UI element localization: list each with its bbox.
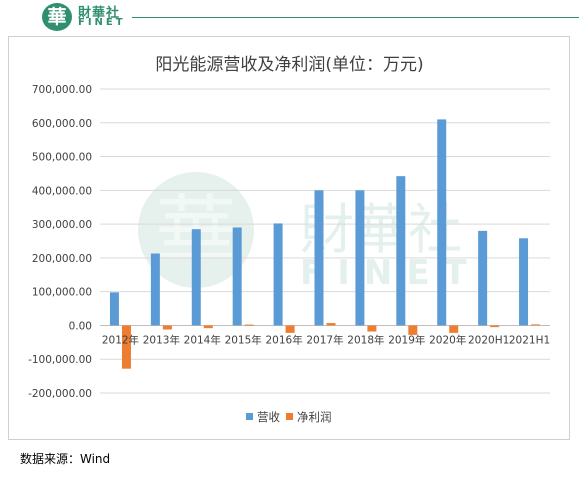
y-tick-label: -100,000.00 xyxy=(28,354,92,366)
x-tick-label: 2021H1 xyxy=(509,334,550,346)
y-tick-label: 400,000.00 xyxy=(32,185,92,197)
y-tick-label: -200,000.00 xyxy=(28,388,92,400)
bar-revenue xyxy=(191,229,201,326)
bar-net-profit xyxy=(367,325,377,332)
x-tick-label: 2019年 xyxy=(388,333,425,346)
bar-revenue xyxy=(396,176,406,326)
bar-net-profit xyxy=(203,325,213,329)
x-tick-label: 2016年 xyxy=(265,333,302,346)
x-tick-label: 2013年 xyxy=(143,333,180,346)
x-tick-label: 2012年 xyxy=(102,333,139,346)
bar-net-profit xyxy=(531,324,541,326)
bar-revenue xyxy=(314,190,324,326)
bar-revenue xyxy=(150,253,160,326)
bar-net-profit xyxy=(490,325,500,328)
bar-net-profit xyxy=(244,324,254,326)
y-tick-label: 700,000.00 xyxy=(32,84,92,96)
bar-revenue xyxy=(519,238,529,326)
bar-revenue xyxy=(355,190,365,326)
x-tick-label: 2014年 xyxy=(184,333,221,346)
source-text: 数据来源：Wind xyxy=(20,452,111,466)
bar-net-profit xyxy=(162,325,172,330)
y-tick-label: 100,000.00 xyxy=(32,287,92,299)
bar-revenue xyxy=(478,230,488,326)
legend-net-profit-label: 净利润 xyxy=(297,410,332,424)
bar-revenue xyxy=(437,119,447,326)
bar-revenue xyxy=(109,292,119,326)
brand-name-en: FINET xyxy=(78,17,126,28)
header-divider xyxy=(132,17,579,18)
chart-title: 阳光能源营收及净利润(单位：万元) xyxy=(155,55,424,75)
y-tick-label: 200,000.00 xyxy=(32,253,92,265)
y-tick-label: 300,000.00 xyxy=(32,219,92,231)
bar-net-profit xyxy=(408,325,418,335)
chart-frame xyxy=(8,36,570,440)
y-tick-label: 600,000.00 xyxy=(32,118,92,130)
x-tick-label: 2020H1 xyxy=(468,334,509,346)
bar-net-profit xyxy=(326,323,336,326)
bar-net-profit xyxy=(121,325,131,369)
bar-net-profit xyxy=(449,325,459,333)
legend-net-profit-swatch xyxy=(286,413,293,420)
x-tick-label: 2020年 xyxy=(429,333,466,346)
y-tick-label: 500,000.00 xyxy=(32,152,92,164)
x-tick-label: 2015年 xyxy=(225,333,262,346)
x-tick-label: 2018年 xyxy=(347,333,384,346)
x-tick-label: 2017年 xyxy=(306,333,343,346)
bar-revenue xyxy=(273,223,283,326)
bar-net-profit xyxy=(285,325,295,333)
legend-revenue-label: 营收 xyxy=(257,410,280,424)
bar-revenue xyxy=(232,227,242,326)
y-tick-label: 0.00 xyxy=(69,320,92,332)
brand-logo-icon: 華 xyxy=(42,3,72,31)
brand-header: 華 財華社 FINET xyxy=(0,0,579,34)
legend-revenue-swatch xyxy=(246,413,253,420)
brand-name-cn: 財華社 xyxy=(78,6,121,21)
